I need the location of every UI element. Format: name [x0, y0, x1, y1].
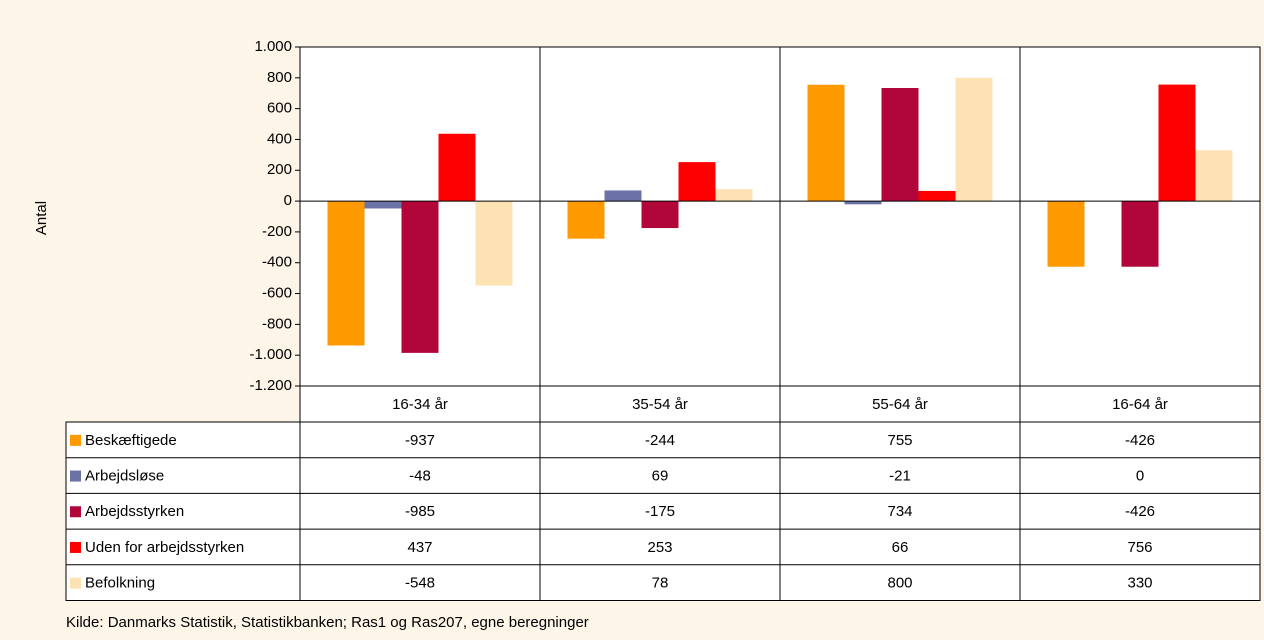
- table-value: -937: [405, 432, 435, 449]
- data-table-body: [65, 421, 1261, 601]
- y-tick-label: 200: [267, 161, 292, 178]
- bar: [1121, 201, 1159, 267]
- y-tick-label: 600: [267, 100, 292, 117]
- legend-label: Beskæftigede: [85, 432, 177, 449]
- legend-swatch: [70, 470, 81, 482]
- y-axis-label: Antal: [33, 201, 50, 235]
- y-tick-label: -800: [262, 315, 292, 332]
- x-tick-label: 55-64 år: [872, 396, 928, 413]
- table-value: 437: [407, 539, 432, 556]
- bar: [1195, 150, 1233, 202]
- bar: [327, 201, 365, 346]
- y-tick-label: -1.200: [249, 377, 292, 394]
- x-tick-label: 35-54 år: [632, 396, 688, 413]
- y-tick-label: 1.000: [254, 38, 292, 55]
- table-value: 755: [887, 432, 912, 449]
- bar: [567, 201, 605, 239]
- table-value: 66: [892, 539, 909, 556]
- bar: [604, 190, 642, 202]
- bar: [401, 201, 439, 353]
- bar: [1158, 84, 1196, 202]
- source-note: Kilde: Danmarks Statistik, Statistikbank…: [66, 614, 589, 631]
- y-tick-label: -200: [262, 223, 292, 240]
- y-tick-label: -1.000: [249, 346, 292, 363]
- table-value: 734: [887, 503, 912, 520]
- y-tick-label: 400: [267, 130, 292, 147]
- legend-label: Arbejdsstyrken: [85, 503, 184, 520]
- y-tick-label: 0: [284, 192, 292, 209]
- bar: [1047, 201, 1085, 267]
- table-value: -175: [645, 503, 675, 520]
- table-value: 69: [652, 468, 669, 485]
- bar: [641, 201, 679, 229]
- table-value: 78: [652, 575, 669, 592]
- x-tick-label: 16-34 år: [392, 396, 448, 413]
- table-value: 330: [1127, 575, 1152, 592]
- table-value: -426: [1125, 503, 1155, 520]
- y-tick-label: -600: [262, 285, 292, 302]
- table-value: -426: [1125, 432, 1155, 449]
- bar: [807, 84, 845, 202]
- table-value: 800: [887, 575, 912, 592]
- table-value: -548: [405, 575, 435, 592]
- y-tick-label: 800: [267, 69, 292, 86]
- bar: [678, 162, 716, 202]
- bar: [364, 201, 402, 209]
- legend-swatch: [70, 577, 81, 589]
- y-tick-label: -400: [262, 254, 292, 271]
- table-value: -244: [645, 432, 675, 449]
- bar: [438, 133, 476, 202]
- legend-swatch: [70, 541, 81, 553]
- bar: [844, 201, 882, 205]
- legend-label: Arbejdsløse: [85, 468, 164, 485]
- legend-swatch: [70, 434, 81, 446]
- table-value: 756: [1127, 539, 1152, 556]
- table-value: 0: [1136, 468, 1144, 485]
- legend-label: Uden for arbejdsstyrken: [85, 539, 244, 556]
- bar: [475, 201, 513, 286]
- table-value: -48: [409, 468, 431, 485]
- x-tick-label: 16-64 år: [1112, 396, 1168, 413]
- bar: [955, 77, 993, 202]
- bar: [881, 87, 919, 202]
- legend-swatch: [70, 506, 81, 518]
- table-value: -985: [405, 503, 435, 520]
- bar: [918, 190, 956, 202]
- bar: [715, 189, 753, 202]
- legend-label: Befolkning: [85, 575, 155, 592]
- table-value: -21: [889, 468, 911, 485]
- table-value: 253: [647, 539, 672, 556]
